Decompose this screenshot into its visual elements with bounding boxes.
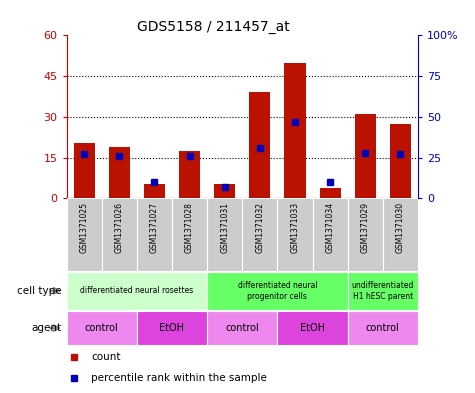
Text: percentile rank within the sample: percentile rank within the sample <box>91 373 267 383</box>
FancyBboxPatch shape <box>207 198 242 271</box>
Bar <box>179 151 200 198</box>
Text: GSM1371030: GSM1371030 <box>396 202 405 253</box>
Bar <box>144 184 165 198</box>
FancyBboxPatch shape <box>277 198 313 271</box>
Text: cell type: cell type <box>17 286 62 296</box>
Text: EtOH: EtOH <box>160 323 184 333</box>
Text: GSM1371029: GSM1371029 <box>361 202 370 253</box>
Text: undifferentiated
H1 hESC parent: undifferentiated H1 hESC parent <box>352 281 414 301</box>
Bar <box>249 92 270 198</box>
FancyBboxPatch shape <box>313 198 348 271</box>
Bar <box>355 114 376 198</box>
FancyBboxPatch shape <box>348 198 383 271</box>
Text: GSM1371032: GSM1371032 <box>256 202 264 253</box>
Text: GSM1371034: GSM1371034 <box>326 202 334 253</box>
Text: agent: agent <box>32 323 62 333</box>
Text: control: control <box>225 323 259 333</box>
FancyBboxPatch shape <box>66 198 102 271</box>
FancyBboxPatch shape <box>348 272 418 310</box>
Text: GDS5158 / 211457_at: GDS5158 / 211457_at <box>137 20 290 34</box>
FancyBboxPatch shape <box>207 272 348 310</box>
Text: GSM1371025: GSM1371025 <box>80 202 88 253</box>
Text: EtOH: EtOH <box>300 323 325 333</box>
Text: GSM1371031: GSM1371031 <box>220 202 229 253</box>
FancyBboxPatch shape <box>207 311 277 345</box>
Text: GSM1371026: GSM1371026 <box>115 202 124 253</box>
Bar <box>214 184 235 198</box>
Bar <box>390 124 411 198</box>
FancyBboxPatch shape <box>383 198 418 271</box>
Text: GSM1371033: GSM1371033 <box>291 202 299 253</box>
FancyBboxPatch shape <box>102 198 137 271</box>
FancyBboxPatch shape <box>172 198 207 271</box>
Bar <box>74 143 95 198</box>
FancyBboxPatch shape <box>66 272 207 310</box>
Text: differentiated neural
progenitor cells: differentiated neural progenitor cells <box>238 281 317 301</box>
Bar <box>285 62 305 198</box>
Bar <box>109 147 130 198</box>
Text: GSM1371028: GSM1371028 <box>185 202 194 253</box>
FancyBboxPatch shape <box>348 311 418 345</box>
FancyBboxPatch shape <box>242 198 277 271</box>
FancyBboxPatch shape <box>277 311 348 345</box>
Text: control: control <box>85 323 119 333</box>
Text: count: count <box>91 352 121 362</box>
Bar <box>320 187 341 198</box>
Text: GSM1371027: GSM1371027 <box>150 202 159 253</box>
FancyBboxPatch shape <box>137 198 172 271</box>
FancyBboxPatch shape <box>137 311 207 345</box>
FancyBboxPatch shape <box>66 311 137 345</box>
Text: differentiated neural rosettes: differentiated neural rosettes <box>80 286 193 295</box>
Text: control: control <box>366 323 400 333</box>
